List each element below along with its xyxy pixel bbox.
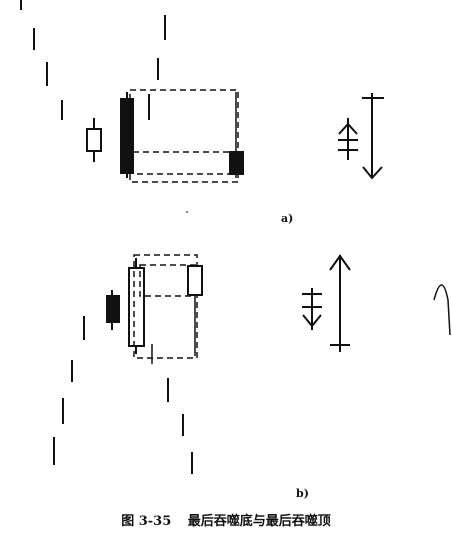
small-black-candle: [229, 151, 244, 175]
small-arrow-head-down: [302, 314, 322, 328]
arrow-head-down: [362, 166, 383, 180]
small-black-candle: [106, 295, 120, 323]
stray-curve: [433, 284, 451, 336]
small-white-candle: [86, 128, 102, 152]
small-white-candle: [187, 265, 203, 296]
figure-number: 图 3-35: [121, 514, 172, 529]
panel-b: [53, 254, 451, 474]
tall-white-candle: [128, 267, 145, 347]
panel-b-label: b): [296, 487, 309, 500]
arrow-head-up: [329, 254, 351, 271]
dashed-upper-box: [139, 264, 196, 297]
dashed-outer-box: [129, 89, 239, 183]
dashed-outer-box: [133, 254, 198, 359]
panel-a-label: a): [281, 212, 293, 225]
large-black-candle: [120, 98, 134, 174]
dashed-lower-box: [132, 151, 238, 175]
figure-caption: 图 3-35 最后吞噬底与最后吞噬顶: [0, 510, 452, 529]
panel-a: [20, 0, 384, 213]
figure-title: 最后吞噬底与最后吞噬顶: [187, 514, 331, 529]
small-arrow-head-up: [338, 122, 358, 135]
